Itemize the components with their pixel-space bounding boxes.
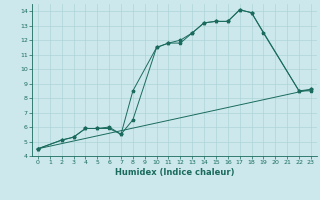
- X-axis label: Humidex (Indice chaleur): Humidex (Indice chaleur): [115, 168, 234, 177]
